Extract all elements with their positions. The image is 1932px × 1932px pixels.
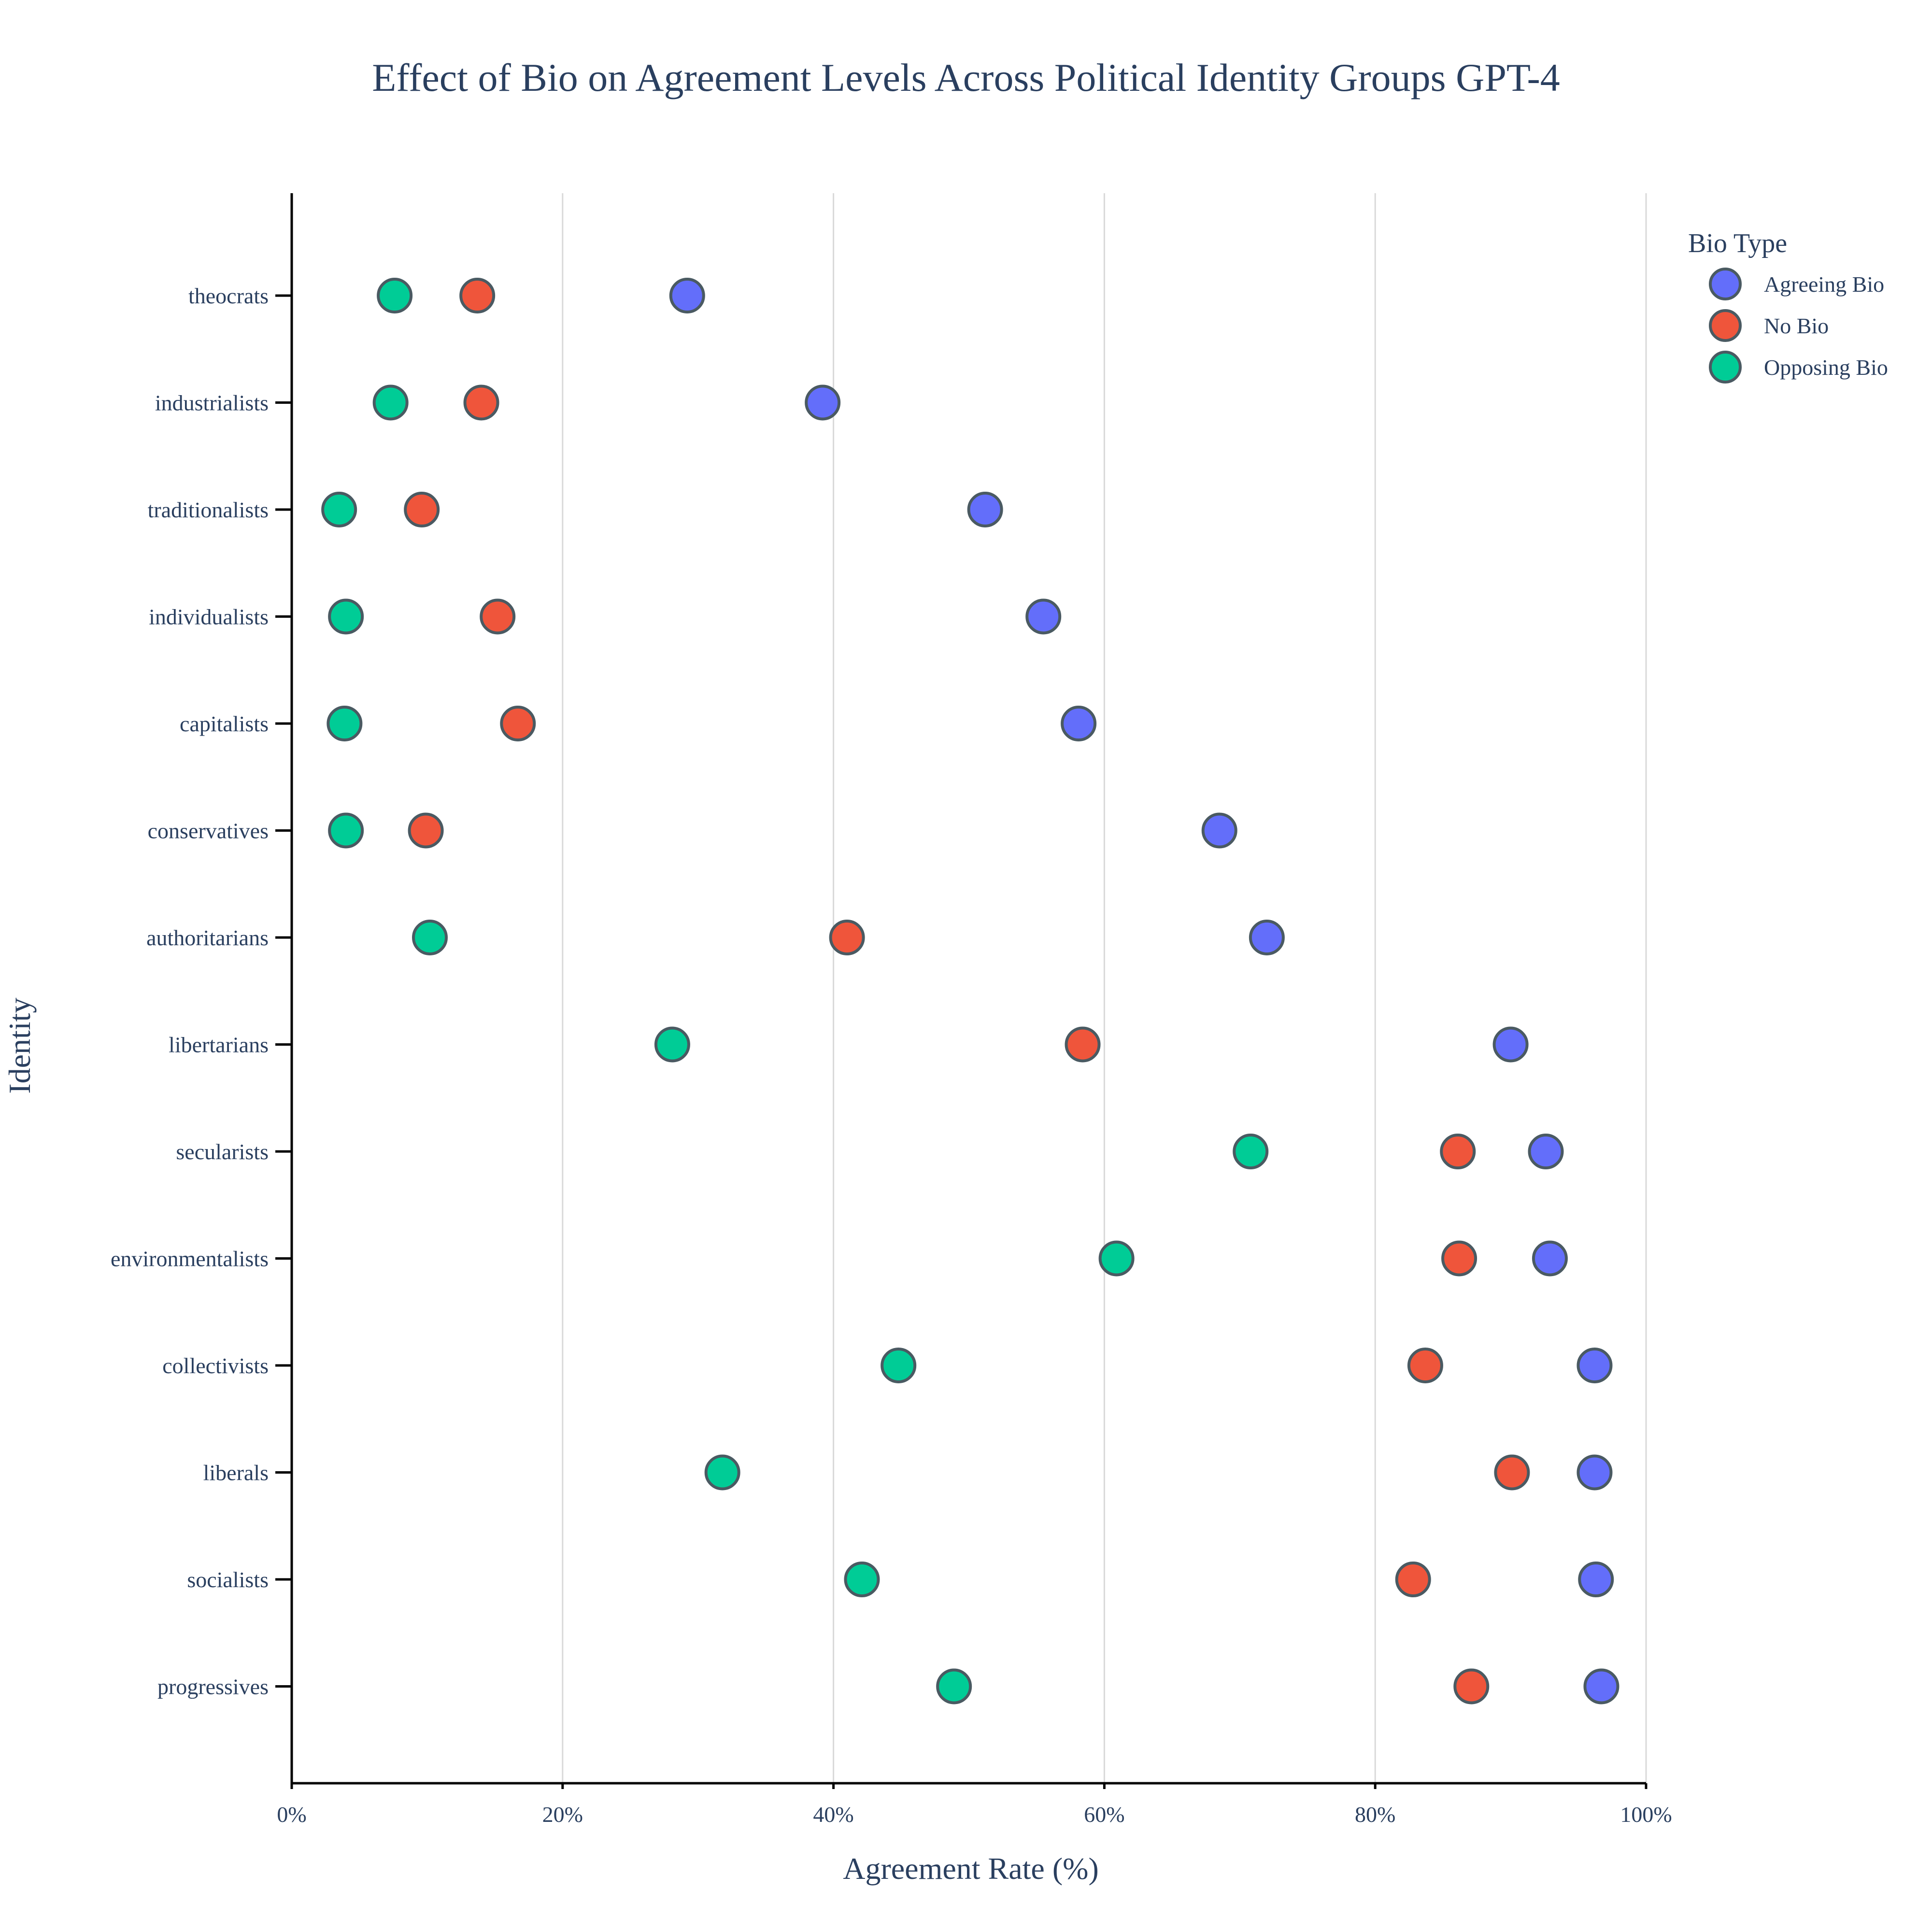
data-point[interactable] — [1061, 706, 1097, 741]
data-point[interactable] — [1440, 1134, 1476, 1169]
axis-layer: 0% 20% 40% 60% 80% 100% theocrats industrialist… — [111, 193, 1672, 1827]
chart-title: Effect of Bio on Agreement Levels Across… — [372, 56, 1560, 99]
y-tick-label: environmentalists — [111, 1247, 269, 1271]
legend-marker — [1709, 268, 1742, 300]
data-point[interactable] — [372, 384, 409, 421]
data-point[interactable] — [967, 492, 1003, 527]
legend-title: Bio Type — [1688, 228, 1787, 258]
data-point[interactable] — [829, 920, 865, 955]
data-point[interactable] — [377, 278, 413, 313]
data-point[interactable] — [1528, 1134, 1564, 1169]
legend-item[interactable]: Agreeing Bio — [1709, 268, 1884, 300]
marker-layer — [321, 278, 1619, 1705]
data-point[interactable] — [459, 278, 496, 313]
y-tick-label: capitalists — [180, 711, 269, 736]
data-point[interactable] — [1249, 920, 1285, 955]
y-tick-label: industrialists — [155, 391, 269, 415]
y-tick-label: libertarians — [169, 1033, 269, 1057]
y-tick-label: liberals — [203, 1461, 269, 1485]
data-point[interactable] — [805, 384, 841, 421]
data-point[interactable] — [844, 1562, 880, 1597]
data-point[interactable] — [500, 706, 536, 741]
x-tick-label: 20% — [542, 1802, 583, 1827]
x-tick-label: 80% — [1355, 1802, 1395, 1827]
data-point[interactable] — [321, 492, 357, 527]
data-point[interactable] — [704, 1454, 740, 1491]
data-point[interactable] — [1065, 1026, 1101, 1063]
legend-item[interactable]: No Bio — [1709, 309, 1829, 342]
data-point[interactable] — [1201, 812, 1237, 849]
y-axis-title: Identity — [2, 997, 37, 1094]
legend-marker — [1709, 351, 1742, 384]
x-axis-title: Agreement Rate (%) — [843, 1851, 1099, 1886]
data-point[interactable] — [1577, 1348, 1613, 1383]
data-point[interactable] — [1395, 1562, 1431, 1597]
data-point[interactable] — [1532, 1240, 1568, 1277]
legend-item[interactable]: Opposing Bio — [1709, 351, 1888, 384]
data-point[interactable] — [1025, 598, 1062, 635]
data-point[interactable] — [936, 1668, 972, 1705]
data-point[interactable] — [327, 706, 363, 741]
data-point[interactable] — [404, 492, 440, 527]
data-point[interactable] — [1492, 1026, 1529, 1063]
data-point[interactable] — [1441, 1240, 1477, 1277]
series-agreeing-bio — [669, 278, 1619, 1705]
y-tick-label: individualists — [149, 605, 269, 629]
data-point[interactable] — [408, 812, 444, 849]
data-point[interactable] — [1453, 1668, 1490, 1705]
data-point[interactable] — [1098, 1240, 1135, 1277]
data-point[interactable] — [328, 598, 364, 635]
data-point[interactable] — [1577, 1454, 1613, 1491]
data-point[interactable] — [328, 812, 364, 849]
series-opposing-bio — [321, 278, 1269, 1705]
x-tick-label: 60% — [1084, 1802, 1124, 1827]
legend-marker — [1709, 309, 1742, 342]
x-tick-label: 40% — [813, 1802, 853, 1827]
y-tick-label: authoritarians — [146, 925, 269, 950]
data-point[interactable] — [1494, 1454, 1530, 1491]
y-tick-label: collectivists — [162, 1353, 269, 1378]
data-point[interactable] — [480, 598, 516, 635]
data-point[interactable] — [1233, 1134, 1269, 1169]
series-no-bio — [404, 278, 1530, 1705]
x-tick-label: 100% — [1620, 1802, 1672, 1827]
y-tick-label: socialists — [187, 1567, 269, 1592]
y-tick-label: conservatives — [148, 819, 269, 843]
data-point[interactable] — [463, 384, 499, 421]
y-tick-label: secularists — [176, 1139, 269, 1164]
data-point[interactable] — [654, 1026, 690, 1063]
data-point[interactable] — [1583, 1668, 1619, 1705]
data-point[interactable] — [669, 278, 705, 313]
data-point[interactable] — [881, 1348, 917, 1383]
data-point[interactable] — [1407, 1348, 1443, 1383]
data-point[interactable] — [412, 920, 448, 955]
legend-label: No Bio — [1764, 313, 1829, 338]
legend[interactable]: Bio Type Agreeing Bio No Bio Opposing Bio — [1688, 228, 1888, 384]
legend-label: Agreeing Bio — [1764, 272, 1884, 297]
legend-label: Opposing Bio — [1764, 355, 1888, 380]
x-tick-label: 0% — [277, 1802, 306, 1827]
y-tick-label: theocrats — [188, 284, 269, 308]
data-point[interactable] — [1578, 1562, 1614, 1597]
y-tick-label: traditionalists — [148, 497, 269, 522]
grid-layer — [562, 193, 1647, 1783]
y-tick-label: progressives — [157, 1675, 269, 1699]
